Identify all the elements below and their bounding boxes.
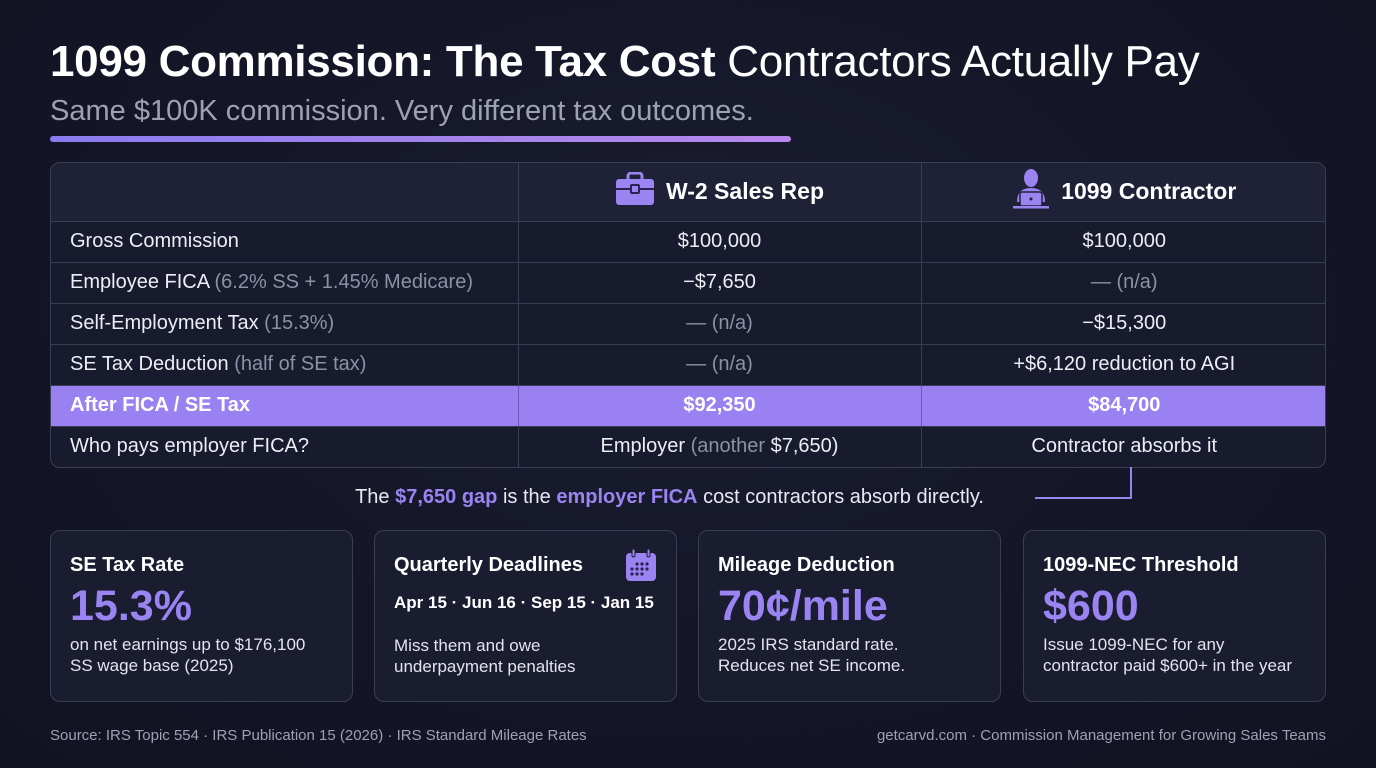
card-se-tax-rate: SE Tax Rate 15.3% on net earnings up to …	[50, 530, 353, 702]
w2-value: −$7,650	[517, 262, 921, 304]
row-label-note: (half of SE tax)	[234, 353, 367, 375]
row-label-note: (6.2% SS + 1.45% Medicare)	[214, 271, 473, 293]
note-connector-line	[1035, 467, 1132, 499]
card-desc: Issue 1099-NEC for any contractor paid $6…	[1043, 635, 1293, 675]
card-value: 70¢/mile	[718, 582, 888, 630]
stat-cards: SE Tax Rate 15.3% on net earnings up to …	[50, 530, 1326, 702]
table-header-row: W-2 Sales Rep	[51, 163, 1325, 222]
column-label-1099: 1099 Contractor	[1061, 178, 1237, 205]
card-mileage-deduction: Mileage Deduction 70¢/mile 2025 IRS stan…	[698, 530, 1001, 702]
note-accent-fica: employer FICA	[556, 486, 698, 508]
card-title: SE Tax Rate	[70, 554, 185, 576]
column-label-w2: W-2 Sales Rep	[665, 178, 825, 205]
card-value: 15.3%	[70, 582, 192, 630]
row-label: Gross Commission	[51, 221, 518, 263]
table-row: Employee FICA (6.2% SS + 1.45% Medicare)…	[51, 262, 1325, 304]
row-label: Employee FICA (6.2% SS + 1.45% Medicare)	[51, 262, 518, 304]
briefcase-icon	[615, 171, 655, 212]
header-1099: 1099 Contractor	[920, 163, 1325, 222]
1099-value: $100,000	[920, 221, 1325, 263]
1099-value: −$15,300	[920, 303, 1325, 345]
1099-value: +$6,120 reduction to AGI	[920, 344, 1325, 386]
table-row: Self-Employment Tax (15.3%) — (n/a) −$15…	[51, 303, 1325, 345]
card-1099-nec-threshold: 1099-NEC Threshold $600 Issue 1099-NEC f…	[1023, 530, 1326, 702]
1099-value: — (n/a)	[920, 262, 1325, 304]
w2-value: $92,350	[517, 385, 921, 427]
card-title: Mileage Deduction	[718, 554, 895, 576]
table-row: Gross Commission $100,000 $100,000	[51, 221, 1325, 263]
w2-value: $100,000	[517, 221, 921, 263]
card-desc: 2025 IRS standard rate. Reduces net SE in…	[718, 635, 906, 675]
1099-value: $84,700	[920, 385, 1325, 427]
row-label: After FICA / SE Tax	[51, 385, 518, 427]
table-row: Who pays employer FICA? Employer (anothe…	[51, 426, 1325, 467]
w2-value: — (n/a)	[517, 303, 921, 345]
title-bold: 1099 Commission: The Tax Cost	[50, 37, 716, 86]
table-row: SE Tax Deduction (half of SE tax) — (n/a…	[51, 344, 1325, 386]
footer-source: Source: IRS Topic 554 · IRS Publication …	[50, 727, 587, 744]
page-title: 1099 Commission: The Tax Cost Contractor…	[50, 36, 1200, 88]
comparison-table: W-2 Sales Rep	[50, 162, 1326, 468]
table-row-highlight: After FICA / SE Tax $92,350 $84,700	[51, 385, 1325, 427]
card-desc: on net earnings up to $176,100 SS wage ba…	[70, 635, 306, 675]
callout-note: The $7,650 gap is the employer FICA cost…	[355, 486, 984, 508]
card-dates: Apr 15 · Jun 16 · Sep 15 · Jan 15	[394, 593, 654, 612]
card-title: Quarterly Deadlines	[394, 554, 583, 576]
1099-value: Contractor absorbs it	[920, 426, 1325, 467]
card-title: 1099-NEC Threshold	[1043, 554, 1239, 576]
row-label: Who pays employer FICA?	[70, 435, 309, 458]
w2-value: — (n/a)	[517, 344, 921, 386]
footer-brand: getcarvd.com · Commission Management for…	[876, 727, 1326, 744]
calendar-icon	[625, 548, 657, 587]
header-empty	[51, 163, 518, 222]
row-label: Self-Employment Tax (15.3%)	[51, 303, 518, 345]
card-value: $600	[1043, 582, 1139, 630]
row-label-note: (15.3%)	[264, 312, 335, 334]
row-label: SE Tax Deduction (half of SE tax)	[51, 344, 518, 386]
page-subtitle: Same $100K commission. Very different ta…	[50, 95, 754, 127]
card-quarterly-deadlines: Quarterly Deadlines Apr 15 · Jun 16 · Se…	[374, 530, 677, 702]
title-light: Contractors Actually Pay	[727, 37, 1200, 86]
header-w2: W-2 Sales Rep	[517, 163, 921, 222]
note-accent-gap: $7,650 gap	[395, 486, 498, 508]
person-laptop-icon	[1012, 168, 1050, 216]
card-desc: Miss them and owe underpayment penalties	[394, 636, 576, 676]
subtitle-underline	[50, 136, 791, 142]
w2-value: Employer (another $7,650)	[517, 426, 921, 467]
